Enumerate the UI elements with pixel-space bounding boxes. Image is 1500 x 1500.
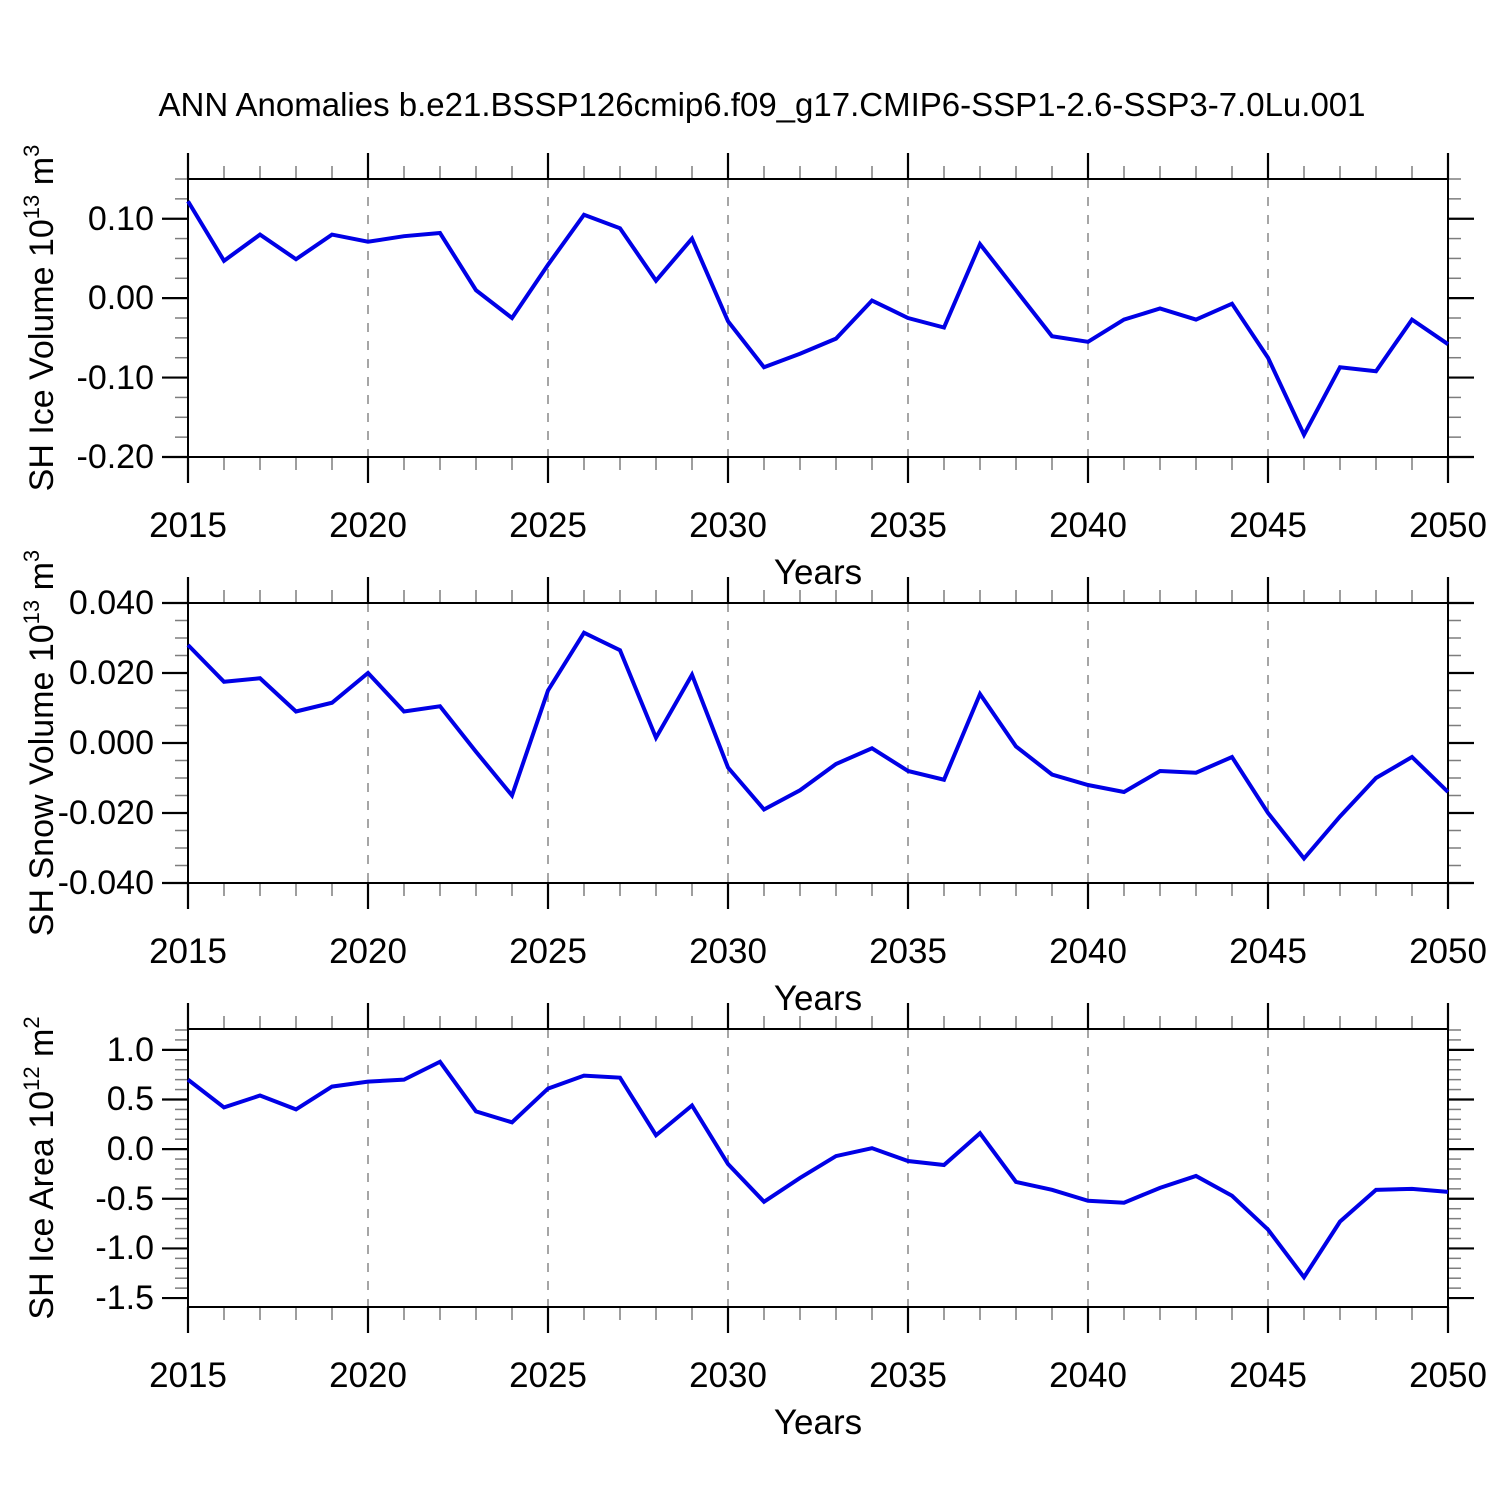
x-tick-label: 2040 (1049, 932, 1127, 971)
x-tick-label: 2030 (689, 1356, 767, 1395)
x-tick-label: 2040 (1049, 506, 1127, 545)
x-tick-label: 2050 (1409, 932, 1487, 971)
x-tick-label: 2040 (1049, 1356, 1127, 1395)
y-tick-label: 0.00 (87, 279, 154, 318)
x-tick-label: 2025 (509, 1356, 587, 1395)
y-axis-title-exponent: 13 (19, 194, 44, 220)
y-tick-label: 0.040 (68, 584, 154, 622)
x-tick-label: 2030 (689, 932, 767, 971)
x-tick-label: 2020 (329, 506, 407, 545)
y-tick-label: 0.0 (106, 1130, 154, 1169)
y-axis-title-unit-exponent: 3 (19, 144, 44, 157)
y-tick-label: -0.5 (95, 1179, 154, 1218)
x-tick-label: 2015 (149, 932, 227, 971)
y-tick-label: -0.020 (57, 794, 154, 832)
x-tick-label: 2035 (869, 932, 947, 971)
x-axis-title-panel1: Years (773, 553, 863, 592)
plot-frame (187, 1028, 1449, 1308)
x-tick-label: 2035 (869, 1356, 947, 1395)
y-tick-label: 0.020 (68, 654, 154, 692)
y-axis-title-unit-exponent: 3 (19, 549, 44, 563)
data-line-1 (186, 200, 1450, 440)
y-axis-title-unit-exponent: 2 (19, 1016, 44, 1029)
data-line-2 (186, 630, 1450, 862)
data-line-3 (186, 1059, 1449, 1281)
y-axis-title-unit: m (23, 562, 61, 600)
x-tick-label: 2045 (1229, 1356, 1307, 1395)
x-tick-label: 2015 (149, 1356, 227, 1395)
y-axis-title-unit: m (23, 1028, 61, 1067)
y-tick-label: -0.040 (57, 864, 154, 902)
x-tick-label: 2030 (689, 506, 767, 545)
x-axis-title-panel3: Years (773, 1403, 863, 1442)
x-tick-label: 2020 (329, 932, 407, 971)
plot-frame (187, 602, 1449, 884)
x-tick-label: 2050 (1409, 506, 1487, 545)
plot-frame (187, 178, 1449, 458)
y-tick-label: 0.10 (87, 199, 154, 238)
y-tick-label: -1.0 (95, 1229, 154, 1268)
y-axis-title-unit: m (23, 156, 61, 195)
y-axis-title-exponent: 13 (19, 599, 44, 625)
x-tick-label: 2045 (1229, 932, 1307, 971)
y-tick-label: 1.0 (106, 1030, 154, 1069)
y-tick-label: 0.000 (68, 724, 154, 762)
x-tick-label: 2025 (509, 506, 587, 545)
x-tick-label: 2025 (509, 932, 587, 971)
y-tick-label: -0.10 (76, 358, 155, 397)
x-tick-label: 2020 (329, 1356, 407, 1395)
y-axis-title-sh-ice-area: SH Ice Area 1012 m2 (19, 818, 63, 1500)
y-tick-label: -0.20 (76, 438, 155, 476)
x-tick-label: 2035 (869, 506, 947, 545)
y-axis-title-text: SH Ice Area 10 (23, 1090, 61, 1320)
y-tick-label: 0.5 (106, 1080, 154, 1119)
x-tick-label: 2045 (1229, 506, 1307, 545)
x-tick-label: 2050 (1409, 1356, 1487, 1395)
y-tick-label: -1.5 (95, 1279, 154, 1318)
y-axis-title-exponent: 12 (19, 1066, 44, 1091)
x-axis-title-panel2: Years (773, 979, 863, 1018)
x-tick-label: 2015 (149, 506, 227, 545)
figure-title: ANN Anomalies b.e21.BSSP126cmip6.f09_g17… (158, 86, 1366, 123)
